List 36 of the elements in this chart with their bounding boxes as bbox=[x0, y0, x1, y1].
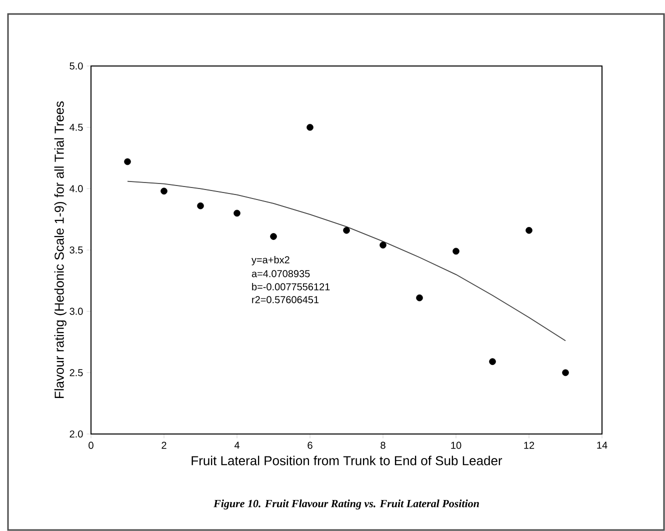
point bbox=[197, 202, 204, 210]
y-tick-label: 4.5 bbox=[70, 124, 83, 131]
y-tick-label: 3.5 bbox=[70, 246, 83, 254]
point bbox=[452, 248, 460, 255]
annotation: a=4.0708935 bbox=[252, 270, 310, 278]
y-tick-label: 4.0 bbox=[70, 185, 83, 192]
point bbox=[234, 210, 240, 217]
y-tick-label: 2.5 bbox=[70, 369, 83, 376]
point bbox=[562, 369, 569, 376]
point bbox=[489, 358, 496, 366]
point bbox=[416, 294, 423, 302]
point bbox=[124, 158, 131, 166]
x-axis-title: Fruit Lateral Position from Trunk to End of Sub Leader bbox=[192, 456, 502, 466]
line-series bbox=[127, 180, 566, 342]
y-tick-label: 3.0 bbox=[70, 308, 83, 315]
point bbox=[526, 226, 532, 234]
y-tick-label: 2.0 bbox=[70, 430, 83, 438]
x-tick-label: 0 bbox=[88, 442, 94, 449]
x-tick-label: 10 bbox=[451, 442, 462, 449]
x-tick-label: 12 bbox=[524, 442, 534, 449]
point bbox=[160, 188, 168, 195]
annotation: y=a+bx2 bbox=[252, 256, 290, 266]
x-tick-label: 2 bbox=[162, 442, 166, 449]
annotation: r2=0.57606451 bbox=[252, 296, 319, 304]
point bbox=[306, 124, 314, 131]
y-tick-label: 5.0 bbox=[70, 62, 83, 70]
point bbox=[343, 226, 350, 234]
x-tick-label: 4 bbox=[234, 442, 240, 449]
x-tick-label: 14 bbox=[597, 442, 608, 449]
point bbox=[270, 233, 277, 240]
x-tick-label: 6 bbox=[308, 442, 312, 449]
caption: Figure 10. Fruit Flavour Rating vs. Fruit Lateral Position bbox=[214, 500, 479, 510]
x-tick-label: 8 bbox=[380, 442, 386, 449]
y-axis-title: Flavour rating (Hedonic Scale 1-9) for all Trial Trees bbox=[54, 101, 66, 398]
point bbox=[380, 242, 386, 248]
annotation: b=-0.0077556121 bbox=[252, 282, 330, 290]
